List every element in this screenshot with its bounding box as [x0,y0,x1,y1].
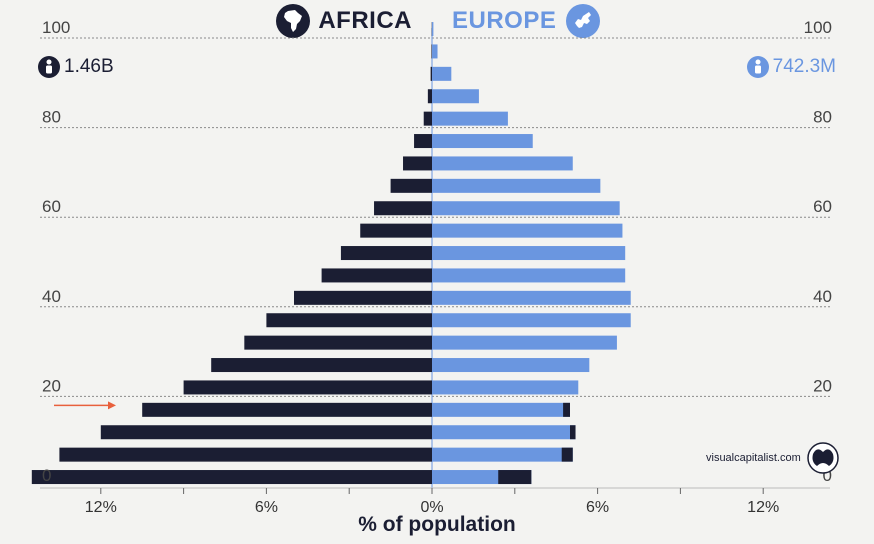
bar-africa [414,134,432,149]
y-tick-label-left: 0 [42,466,51,485]
bar-africa [390,178,432,193]
y-tick-label-left: 40 [42,287,61,306]
europe-population-value: 742.3M [772,56,836,77]
y-tick-label-left: 20 [42,376,61,395]
bar-africa [211,358,432,373]
y-tick-label-right: 60 [813,197,832,216]
europe-title: EUROPE [452,7,557,34]
x-axis-label: % of population [0,513,874,537]
bar-europe [432,201,620,216]
bar-europe-overlay [570,425,576,440]
europe-population: 742.3M [746,56,836,78]
bar-europe [432,111,508,126]
bar-africa [360,223,432,238]
y-tick-label-left: 80 [42,108,61,127]
x-tick-label: 6% [255,499,278,516]
brand: visualcapitalist.com [706,442,839,474]
bar-europe [432,22,434,37]
bar-europe [432,358,590,373]
europe-globe-icon [566,4,601,38]
bar-africa [340,246,432,261]
bar-europe [432,447,573,462]
annotation-arrow-head [108,401,116,410]
bar-europe [432,66,452,81]
x-axis-label-text: % of population [358,513,516,536]
bar-europe [432,380,579,395]
bar-europe [432,246,626,261]
bar-europe [432,425,576,440]
bar-africa [430,66,432,81]
bar-europe [432,156,573,171]
bar-africa [244,335,432,350]
y-tick-label-right: 20 [813,376,832,395]
bar-europe-overlay [498,470,532,485]
y-tick-label-right: 100 [804,18,832,37]
bar-africa [142,402,432,417]
bar-europe [432,223,623,238]
africa-header: AFRICA [276,4,412,38]
brand-text: visualcapitalist.com [706,452,801,464]
africa-title: AFRICA [318,7,412,34]
bar-africa [183,380,432,395]
y-tick-label-left: 100 [42,18,70,37]
bar-africa [427,89,432,104]
bar-africa [59,447,433,462]
bar-europe [432,402,570,417]
x-tick-label: 12% [747,499,779,516]
bar-africa [431,44,432,59]
africa-globe-icon [276,4,311,38]
bar-africa [403,156,432,171]
bar-europe [432,89,479,104]
bar-africa [31,470,433,485]
y-tick-label-right: 40 [813,287,832,306]
x-tick-label: 0% [420,499,443,516]
y-tick-label-right: 0 [823,466,832,485]
bar-europe [432,134,533,149]
bar-africa [321,268,432,283]
africa-population-value: 1.46B [64,56,114,77]
bar-europe [432,290,631,305]
bar-europe [432,335,617,350]
chart-header: AFRICA EUROPE [0,4,874,40]
bar-europe [432,268,626,283]
visualcapitalist-logo-icon [807,442,839,474]
bar-africa [100,425,433,440]
person-icon [746,56,769,78]
bar-europe [432,313,631,328]
bar-europe-overlay [563,402,570,417]
bar-africa [423,111,432,126]
person-icon [38,56,60,78]
x-tick-label: 6% [586,499,609,516]
bar-europe-overlay [561,447,573,462]
europe-header: EUROPE [452,4,601,38]
bar-africa [266,313,432,328]
bar-africa [294,290,432,305]
bar-europe [432,44,438,59]
y-tick-label-right: 80 [813,108,832,127]
bar-europe [432,178,601,193]
x-tick-label: 12% [85,499,117,516]
africa-population: 1.46B [38,56,114,78]
bar-africa [374,201,432,216]
y-tick-label-left: 60 [42,197,61,216]
